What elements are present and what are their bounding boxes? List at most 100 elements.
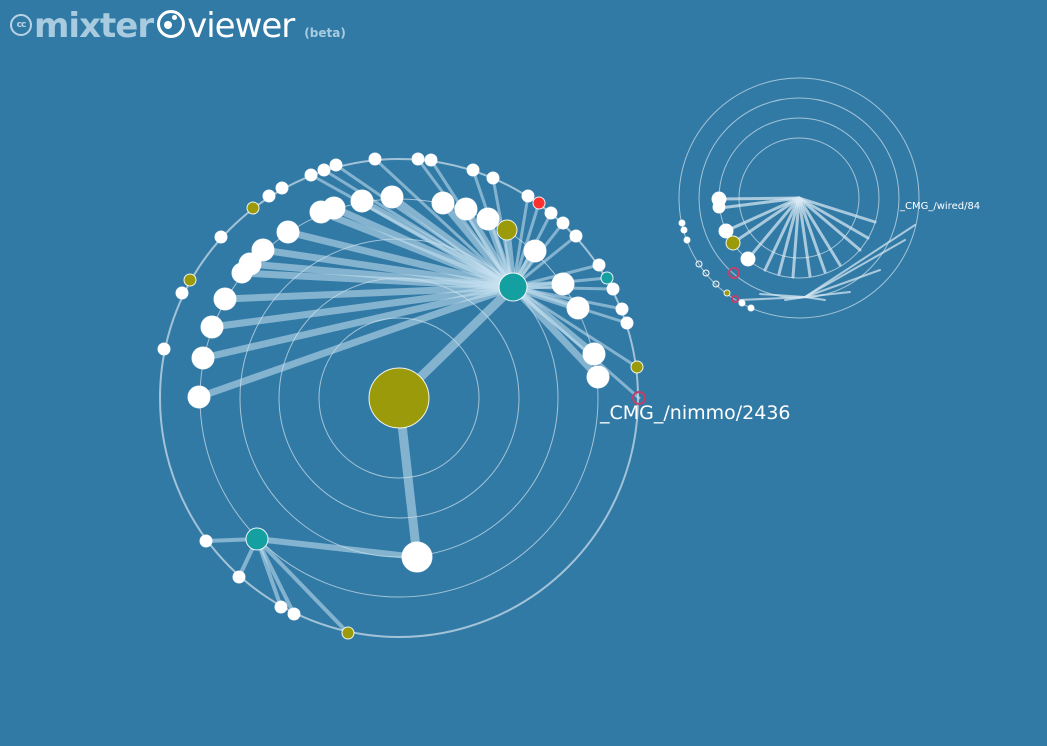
graph-node[interactable] [620,316,634,330]
graph-node[interactable] [317,163,331,177]
graph-node[interactable] [262,189,276,203]
graph-node[interactable] [157,342,171,356]
graph-node[interactable] [431,191,455,215]
graph-node[interactable] [401,541,433,573]
graph-edge [746,196,801,261]
graph-node[interactable] [214,230,228,244]
graph-node[interactable] [329,158,343,172]
graph-node[interactable] [718,223,734,239]
graph-node[interactable] [695,260,703,268]
graph-node[interactable] [582,342,606,366]
primary-node-label: _CMG_/nimmo/2436 [599,402,791,424]
graph-edge [199,283,517,362]
graph-node[interactable] [544,206,558,220]
graph-node[interactable] [731,295,739,303]
graph-node[interactable] [200,315,224,339]
graph-node[interactable] [287,607,301,621]
graph-node[interactable] [246,201,260,215]
graph-node[interactable] [728,267,740,279]
graph-node[interactable] [712,280,720,288]
graph-node[interactable] [274,600,288,614]
hub-node[interactable] [245,527,269,551]
graph-node[interactable] [569,229,583,243]
graph-edge [797,196,877,224]
graph-edge [797,196,862,252]
orbit-ring [318,317,480,479]
graph-edge [797,196,812,278]
graph-node[interactable] [747,304,755,312]
graph-edge [416,157,515,289]
graph-node[interactable] [556,216,570,230]
graph-node[interactable] [350,189,374,213]
graph-node[interactable] [424,153,438,167]
graph-node[interactable] [551,272,575,296]
graph-node[interactable] [683,236,691,244]
graph-edge [195,283,517,401]
graph-edge [221,283,517,303]
graph-edge [373,157,515,289]
graph-node[interactable] [723,289,731,297]
graph-node[interactable] [712,200,726,214]
graph-edge [429,158,515,289]
graph-node[interactable] [678,219,686,227]
graph-node[interactable] [304,168,318,182]
graph-edge [284,228,517,291]
graph-node[interactable] [486,171,500,185]
graph-node[interactable] [496,219,518,241]
graph-node[interactable] [213,287,237,311]
graph-node[interactable] [368,152,382,166]
graph-node[interactable] [586,365,610,389]
graph-edge [739,296,806,301]
root-node[interactable] [368,367,430,429]
graph-node[interactable] [322,196,346,220]
graph-edge [334,163,515,289]
graph-node[interactable] [341,626,355,640]
graph-node[interactable] [615,302,629,316]
graph-edge [208,283,517,331]
graph-node[interactable] [232,570,246,584]
graph-node[interactable] [521,189,535,203]
logo-mixter-text: mixter [34,6,154,46]
graph-node[interactable] [187,385,211,409]
graph-node[interactable] [740,251,756,267]
graph-edge [731,196,801,245]
graph-node[interactable] [411,152,425,166]
graph-edge [791,196,801,279]
graph-node[interactable] [738,299,746,307]
graph-edge [255,537,296,616]
graph-edge [763,196,801,272]
graph-node[interactable] [380,185,404,209]
graph-node[interactable] [532,196,546,210]
logo-viewer-text: viewer [187,6,295,46]
graph-edge [777,196,801,276]
hub-node[interactable] [498,272,528,302]
graph-node[interactable] [566,296,590,320]
graph-node[interactable] [476,207,500,231]
graph-edge [511,285,624,311]
mixter-viewer-logo: cc mixter viewer (beta) [10,2,346,46]
graph-node[interactable] [454,197,478,221]
graph-node[interactable] [466,163,480,177]
graph-node[interactable] [199,534,213,548]
graph-node[interactable] [251,238,275,262]
graph-node[interactable] [175,286,189,300]
graph-node[interactable] [275,181,289,195]
graph-node[interactable] [191,346,215,370]
graph-node[interactable] [725,235,741,251]
graph-node[interactable] [606,282,620,296]
selected-node[interactable] [632,391,646,405]
graph-edge [718,196,801,210]
graph-node[interactable] [592,258,606,272]
eye-icon [157,10,186,38]
graph-node[interactable] [183,273,197,287]
graph-node[interactable] [600,271,614,285]
graph-node[interactable] [680,226,688,234]
primary-radial-graph [157,152,646,640]
graph-node[interactable] [523,239,547,263]
graph-edge [511,285,641,400]
graph-node[interactable] [702,269,710,277]
graph-node[interactable] [630,360,644,374]
graph-node[interactable] [276,220,300,244]
